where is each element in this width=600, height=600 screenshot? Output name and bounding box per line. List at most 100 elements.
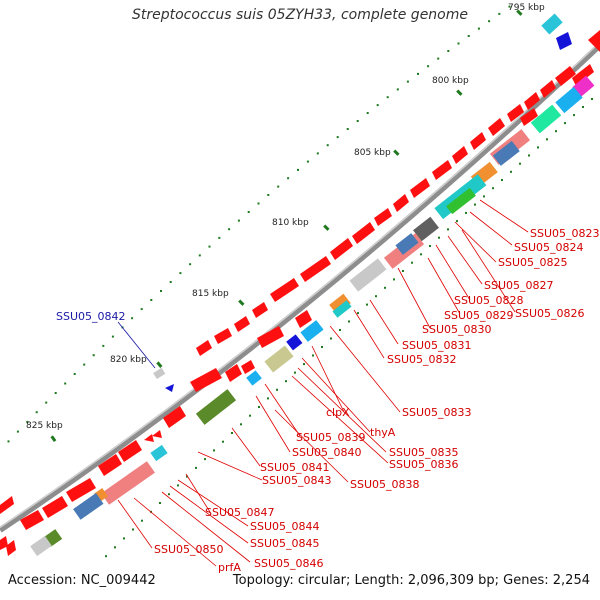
gene-feature[interactable] bbox=[572, 64, 594, 86]
gene-label-highlighted[interactable]: SSU05_0842 bbox=[56, 310, 126, 323]
ruler-dot bbox=[132, 528, 134, 531]
gene-feature[interactable] bbox=[246, 370, 262, 386]
gene-feature[interactable] bbox=[572, 75, 595, 98]
gene-feature[interactable] bbox=[393, 194, 409, 212]
gene-label[interactable]: SSU05_0831 bbox=[402, 339, 472, 352]
ruler-dot bbox=[447, 228, 449, 231]
gene-feature[interactable] bbox=[190, 368, 222, 392]
gene-label[interactable]: SSU05_0832 bbox=[387, 353, 457, 366]
gene-label[interactable]: SSU05_0829 bbox=[444, 309, 514, 322]
gene-label[interactable]: SSU05_0826 bbox=[515, 307, 585, 320]
gene-label[interactable]: SSU05_0827 bbox=[484, 279, 554, 292]
gene-feature[interactable] bbox=[432, 160, 452, 180]
gene-feature[interactable] bbox=[101, 461, 155, 505]
gene-feature[interactable] bbox=[395, 233, 419, 255]
gene-feature[interactable] bbox=[410, 178, 430, 198]
gene-feature[interactable] bbox=[352, 222, 375, 244]
gene-feature[interactable] bbox=[252, 302, 268, 318]
gene-feature[interactable] bbox=[98, 454, 122, 476]
gene-feature[interactable] bbox=[163, 406, 186, 428]
gene-feature[interactable] bbox=[524, 92, 540, 110]
gene-feature[interactable] bbox=[555, 86, 583, 114]
gene-feature[interactable] bbox=[332, 300, 352, 318]
gene-feature[interactable] bbox=[588, 30, 600, 52]
gene-feature[interactable] bbox=[530, 104, 562, 134]
gene-label[interactable]: SSU05_0828 bbox=[454, 294, 524, 307]
gene-feature[interactable] bbox=[144, 434, 154, 442]
gene-label[interactable]: SSU05_0839 bbox=[296, 431, 366, 444]
gene-label[interactable]: SSU05_0836 bbox=[389, 458, 459, 471]
gene-feature[interactable] bbox=[541, 13, 563, 35]
gene-feature[interactable] bbox=[540, 80, 556, 98]
gene-feature[interactable] bbox=[234, 316, 250, 332]
gene-feature[interactable] bbox=[225, 364, 242, 382]
gene-feature[interactable] bbox=[329, 293, 351, 315]
gene-feature[interactable] bbox=[470, 132, 486, 150]
gene-feature[interactable] bbox=[488, 118, 505, 136]
gene-feature[interactable] bbox=[556, 32, 572, 50]
gene-feature[interactable] bbox=[413, 216, 439, 242]
gene-feature[interactable] bbox=[330, 238, 353, 260]
gene-feature[interactable] bbox=[492, 140, 520, 166]
gene-feature[interactable] bbox=[286, 334, 303, 351]
gene-feature[interactable] bbox=[452, 146, 468, 164]
gene-label[interactable]: thyA bbox=[370, 426, 396, 439]
gene-label[interactable]: SSU05_0847 bbox=[205, 506, 275, 519]
gene-label[interactable]: SSU05_0833 bbox=[402, 406, 472, 419]
gene-feature[interactable] bbox=[30, 535, 52, 557]
gene-feature[interactable] bbox=[270, 278, 299, 302]
gene-feature[interactable] bbox=[300, 256, 331, 282]
tick-805: 805 kbp bbox=[354, 148, 400, 158]
gene-feature[interactable] bbox=[241, 360, 255, 374]
gene-label[interactable]: SSU05_0846 bbox=[254, 557, 324, 570]
gene-label[interactable]: SSU05_0845 bbox=[250, 537, 320, 550]
gene-feature[interactable] bbox=[446, 187, 476, 215]
gene-label[interactable]: SSU05_0844 bbox=[250, 520, 320, 533]
gene-label[interactable]: SSU05_0838 bbox=[350, 478, 420, 491]
ruler-dot bbox=[267, 397, 269, 400]
gene-feature[interactable] bbox=[295, 310, 312, 328]
gene-feature[interactable] bbox=[42, 496, 68, 518]
gene-label[interactable]: SSU05_0830 bbox=[422, 323, 492, 336]
gene-feature[interactable] bbox=[196, 340, 212, 356]
gene-feature[interactable] bbox=[520, 108, 538, 126]
ruler-dot bbox=[189, 263, 192, 266]
gene-label[interactable]: SSU05_0825 bbox=[498, 256, 568, 269]
ruler-dot bbox=[519, 162, 521, 165]
gene-feature[interactable] bbox=[66, 478, 96, 502]
gene-feature[interactable] bbox=[507, 104, 524, 122]
gene-feature[interactable] bbox=[165, 384, 174, 392]
gene-feature[interactable] bbox=[195, 389, 237, 425]
ruler-dot bbox=[208, 245, 211, 248]
gene-feature[interactable] bbox=[6, 540, 16, 556]
gene-label[interactable]: prfA bbox=[218, 561, 241, 574]
ruler-dot bbox=[303, 363, 305, 366]
gene-feature[interactable] bbox=[214, 328, 232, 344]
gene-label[interactable]: SSU05_0823 bbox=[530, 227, 600, 240]
gene-feature[interactable] bbox=[257, 326, 284, 348]
gene-feature[interactable] bbox=[300, 320, 324, 342]
gene-label[interactable]: SSU05_0850 bbox=[154, 543, 224, 556]
gene-feature[interactable] bbox=[150, 444, 168, 462]
gene-label[interactable]: SSU05_0843 bbox=[262, 474, 332, 487]
ruler-dot bbox=[168, 493, 170, 496]
gene-label[interactable]: SSU05_0841 bbox=[260, 461, 330, 474]
forward-strand-genes bbox=[153, 13, 576, 392]
gene-feature[interactable] bbox=[0, 536, 8, 550]
gene-feature[interactable] bbox=[118, 440, 142, 462]
gene-label[interactable]: SSU05_0824 bbox=[514, 241, 584, 254]
ruler-dot bbox=[417, 72, 419, 75]
gene-label[interactable]: SSU05_0835 bbox=[389, 446, 459, 459]
gene-label[interactable]: SSU05_0840 bbox=[292, 446, 362, 459]
gene-feature[interactable] bbox=[374, 208, 392, 226]
gene-feature[interactable] bbox=[264, 345, 294, 373]
gene-feature[interactable] bbox=[349, 258, 387, 292]
gene-feature[interactable] bbox=[555, 66, 576, 86]
gene-feature[interactable] bbox=[0, 496, 14, 514]
gene-feature[interactable] bbox=[20, 510, 44, 530]
gene-feature[interactable] bbox=[152, 430, 162, 438]
gene-feature[interactable] bbox=[73, 493, 104, 520]
gene-label[interactable]: clpX bbox=[326, 406, 350, 419]
gene-feature[interactable] bbox=[153, 367, 166, 380]
